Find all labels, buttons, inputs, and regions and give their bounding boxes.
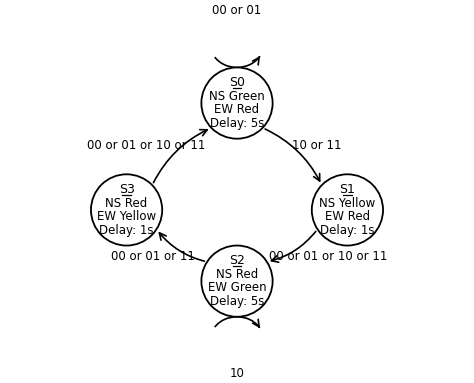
- Text: 00 or 01: 00 or 01: [212, 4, 262, 17]
- Text: EW Red: EW Red: [325, 210, 370, 223]
- Text: 00 or 01 or 10 or 11: 00 or 01 or 10 or 11: [269, 250, 387, 263]
- Text: Delay: 1s: Delay: 1s: [100, 224, 154, 237]
- Text: 00 or 01 or 10 or 11: 00 or 01 or 10 or 11: [87, 139, 205, 152]
- Text: Delay: 5s: Delay: 5s: [210, 117, 264, 130]
- FancyArrowPatch shape: [265, 129, 319, 181]
- Text: S1: S1: [339, 183, 356, 196]
- Circle shape: [201, 67, 273, 139]
- Text: EW Green: EW Green: [208, 282, 266, 295]
- FancyArrowPatch shape: [154, 130, 207, 183]
- Text: NS Yellow: NS Yellow: [319, 196, 375, 210]
- Text: NS Red: NS Red: [216, 268, 258, 281]
- Circle shape: [91, 174, 162, 246]
- Text: Delay: 5s: Delay: 5s: [210, 295, 264, 308]
- Circle shape: [201, 246, 273, 317]
- FancyArrowPatch shape: [159, 233, 204, 261]
- Text: S2: S2: [229, 254, 245, 267]
- FancyArrowPatch shape: [272, 231, 316, 262]
- Text: S0: S0: [229, 76, 245, 89]
- Text: 10 or 11: 10 or 11: [292, 139, 342, 152]
- Text: EW Yellow: EW Yellow: [97, 210, 156, 223]
- Text: S3: S3: [118, 183, 135, 196]
- Text: NS Green: NS Green: [209, 90, 265, 103]
- Text: Delay: 1s: Delay: 1s: [320, 224, 374, 237]
- Text: EW Red: EW Red: [214, 103, 260, 116]
- Circle shape: [312, 174, 383, 246]
- Text: 10: 10: [229, 367, 245, 380]
- Text: 00 or 01 or 11: 00 or 01 or 11: [111, 250, 195, 263]
- Text: NS Red: NS Red: [105, 196, 148, 210]
